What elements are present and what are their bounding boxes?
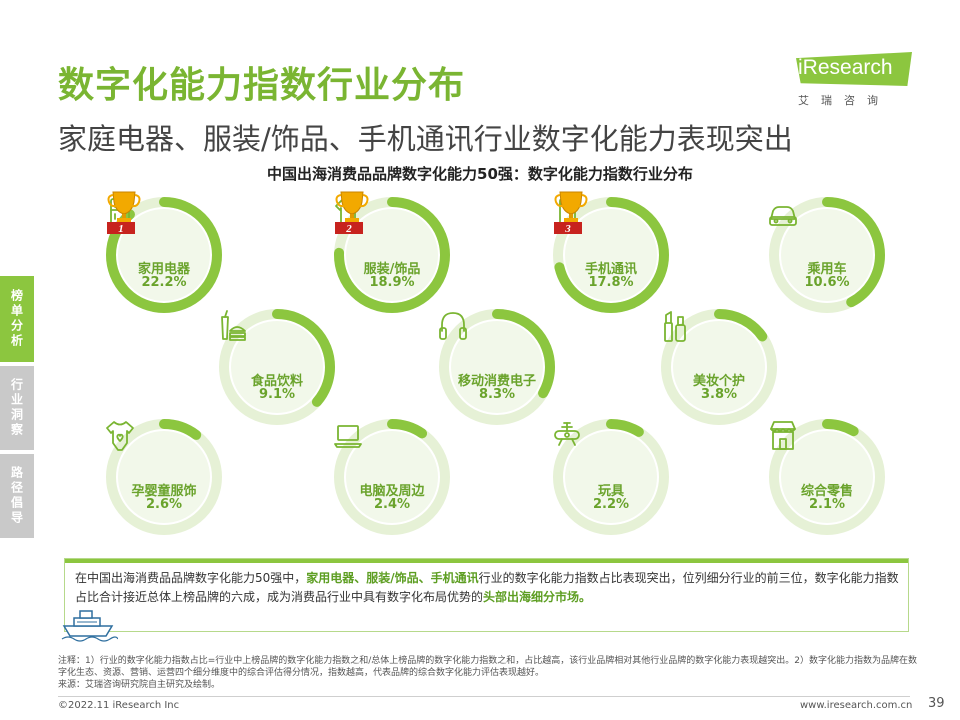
ring-value-arc — [553, 197, 669, 313]
category-name: 孕婴童服饰 — [131, 484, 197, 499]
ship-icon — [61, 610, 118, 642]
ring-value-arc — [769, 419, 885, 535]
section-tabs: 榜单分析 行业洞察 路径倡导 — [0, 276, 36, 542]
ring-inner-disc — [231, 321, 323, 413]
ring-inner-disc — [346, 209, 438, 301]
ring-value-arc — [334, 197, 450, 313]
logo-text: iResearch — [798, 56, 893, 79]
toy-icon — [554, 422, 580, 446]
ring-inner-disc — [346, 431, 438, 523]
category-ring: 美妆个护 3.8% — [660, 308, 778, 426]
ring-value-arc — [106, 419, 222, 535]
headphones-icon — [439, 312, 467, 340]
category-value: 2.4% — [373, 497, 411, 512]
tab-ranking-analysis[interactable]: 榜单分析 — [0, 276, 34, 362]
category-value: 2.2% — [592, 497, 630, 512]
store-icon — [770, 421, 796, 450]
ring-inner-disc — [565, 209, 657, 301]
tab-industry-insight[interactable]: 行业洞察 — [0, 366, 34, 450]
trophy-icon: 3 — [554, 188, 588, 235]
tab-path-advocacy[interactable]: 路径倡导 — [0, 454, 34, 538]
category-name: 玩具 — [597, 484, 624, 499]
category-value: 22.2% — [141, 275, 187, 290]
trophy-rank-label: 2 — [345, 223, 352, 234]
summary-text: 在中国出海消费品品牌数字化能力50强中，家用电器、服装/饰品、手机通讯行业的数字… — [75, 569, 901, 607]
category-name: 乘用车 — [807, 262, 847, 277]
cosmetics-icon — [664, 311, 686, 342]
category-ring: 家用电器 22.2% — [105, 196, 223, 314]
logo-chinese-name: 艾瑞咨询 — [798, 94, 890, 107]
food-icon — [221, 310, 246, 341]
ring-inner-disc — [781, 431, 873, 523]
page-subtitle: 家庭电器、服装/饰品、手机通讯行业数字化能力表现突出 — [58, 122, 793, 156]
category-name: 手机通讯 — [584, 262, 637, 277]
trophy-rank-label: 1 — [118, 223, 124, 234]
category-ring: 孕婴童服饰 2.6% — [105, 418, 223, 536]
category-ring: 综合零售 2.1% — [768, 418, 886, 536]
category-name: 家用电器 — [137, 262, 190, 277]
ring-value-arc — [769, 197, 885, 313]
category-value: 2.6% — [145, 497, 183, 512]
page-title: 数字化能力指数行业分布 — [58, 65, 466, 106]
ring-value-arc — [553, 419, 669, 535]
ring-value-arc — [334, 419, 450, 535]
category-value: 8.3% — [478, 387, 516, 402]
baby-onesie-icon — [106, 421, 134, 451]
summary-box: 在中国出海消费品品牌数字化能力50强中，家用电器、服装/饰品、手机通讯行业的数字… — [64, 558, 909, 632]
summary-highlight-2: 头部出海细分市场。 — [483, 590, 592, 604]
category-name: 食品饮料 — [250, 374, 303, 389]
category-name: 美妆个护 — [692, 374, 745, 389]
ring-inner-disc — [673, 321, 765, 413]
copyright: ©2022.11 iResearch Inc — [58, 700, 180, 711]
logo-badge — [796, 52, 912, 86]
category-value: 3.8% — [700, 387, 738, 402]
trophy-icon: 1 — [107, 188, 141, 235]
summary-part-1: 在中国出海消费品品牌数字化能力50强中， — [75, 571, 307, 585]
summary-accent-bar — [65, 559, 908, 563]
category-value: 17.8% — [588, 275, 634, 290]
footer-divider — [58, 696, 910, 697]
iresearch-logo: iResearch 艾瑞咨询 — [792, 52, 914, 112]
ring-value-arc — [106, 197, 222, 313]
ring-inner-disc — [565, 431, 657, 523]
category-ring: 乘用车 10.6% — [768, 196, 886, 314]
ring-value-arc — [439, 309, 555, 425]
category-name: 综合零售 — [800, 484, 853, 499]
category-value: 2.1% — [808, 497, 846, 512]
website: www.iresearch.com.cn — [800, 700, 913, 711]
category-name: 移动消费电子 — [457, 374, 536, 389]
footnote: 注释：1）行业的数字化能力指数占比=行业中上榜品牌的数字化能力指数之和/总体上榜… — [58, 655, 918, 691]
category-value: 10.6% — [804, 275, 850, 290]
ring-value-arc — [661, 309, 777, 425]
category-ring: 食品饮料 9.1% — [218, 308, 336, 426]
laptop-icon — [334, 425, 362, 448]
trophy-rank-label: 3 — [564, 223, 571, 234]
ring-inner-disc — [118, 209, 210, 301]
ring-inner-disc — [781, 209, 873, 301]
category-name: 电脑及周边 — [359, 484, 425, 499]
footnote-source: 来源：艾瑞咨询研究院自主研究及绘制。 — [58, 680, 221, 690]
footnote-notes: 注释：1）行业的数字化能力指数占比=行业中上榜品牌的数字化能力指数之和/总体上榜… — [58, 656, 918, 678]
category-ring: 电脑及周边 2.4% — [333, 418, 451, 536]
trophy-icon: 2 — [335, 188, 369, 235]
ring-value-arc — [219, 309, 335, 425]
summary-highlight-1: 家用电器、服装/饰品、手机通讯 — [306, 571, 479, 585]
chart-title: 中国出海消费品品牌数字化能力50强：数字化能力指数行业分布 — [267, 165, 693, 183]
category-ring: 手机通讯 17.8% — [552, 196, 670, 314]
category-name: 服装/饰品 — [363, 262, 421, 277]
category-ring: 服装/饰品 18.9% — [333, 196, 451, 314]
category-value: 9.1% — [258, 387, 296, 402]
summary-part-2: 行业的数字化能力指数占比表现突出，位列细分行业的前三位，数字化能力指数占比合计接… — [75, 571, 899, 604]
ring-inner-disc — [118, 431, 210, 523]
category-ring: 移动消费电子 8.3% — [438, 308, 556, 426]
car-icon — [769, 206, 797, 226]
page-number: 39 — [928, 696, 945, 711]
category-ring: 玩具 2.2% — [552, 418, 670, 536]
category-value: 18.9% — [369, 275, 415, 290]
ring-inner-disc — [451, 321, 543, 413]
